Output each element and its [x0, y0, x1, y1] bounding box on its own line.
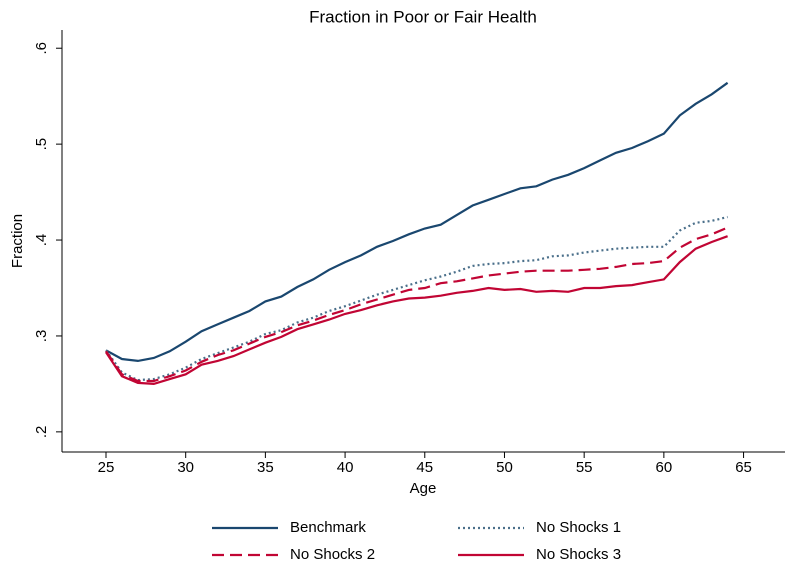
legend-label: No Shocks 2 [290, 546, 375, 563]
x-tick-label: 40 [337, 459, 354, 476]
series-line [105, 81, 729, 363]
x-tick-label: 55 [576, 459, 593, 476]
y-tick-label: .5 [33, 138, 50, 151]
chart-title: Fraction in Poor or Fair Health [309, 7, 537, 26]
legend-label: No Shocks 3 [536, 546, 621, 563]
x-tick-label: 60 [656, 459, 673, 476]
series-line [105, 226, 729, 383]
x-tick-label: 45 [416, 459, 433, 476]
y-tick-label: .3 [33, 330, 50, 343]
y-tick-label: .6 [33, 42, 50, 55]
series-line [105, 215, 728, 382]
x-tick-label: 30 [177, 459, 194, 476]
x-axis-label: Age [410, 480, 437, 497]
x-tick-label: 65 [735, 459, 752, 476]
x-tick-label: 50 [496, 459, 513, 476]
y-axis-label: Fraction [9, 214, 26, 268]
x-tick-label: 25 [98, 459, 115, 476]
y-tick-label: .2 [33, 426, 50, 439]
series-line [105, 235, 728, 386]
legend-label: Benchmark [290, 519, 366, 536]
y-tick-label: .4 [33, 234, 50, 247]
x-tick-label: 35 [257, 459, 274, 476]
legend-label: No Shocks 1 [536, 519, 621, 536]
